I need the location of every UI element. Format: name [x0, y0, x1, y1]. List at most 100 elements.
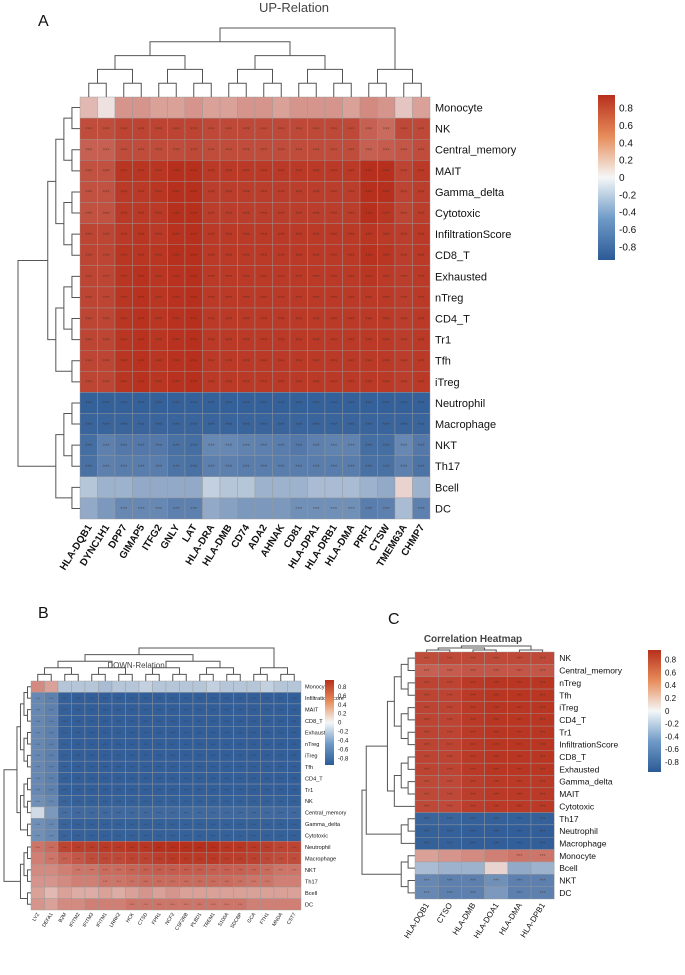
significance-mark: ***	[130, 845, 135, 850]
significance-mark: ***	[251, 845, 256, 850]
significance-mark: ***	[120, 465, 128, 471]
significance-mark: ***	[265, 788, 270, 793]
significance-mark: ***	[211, 776, 216, 781]
significance-mark: ***	[493, 768, 499, 774]
heat-cell	[254, 96, 273, 119]
significance-mark: ***	[157, 707, 162, 712]
significance-mark: ***	[313, 507, 321, 513]
heat-cell	[44, 864, 59, 876]
significance-mark: ***	[516, 743, 522, 749]
heat-cell	[272, 96, 291, 119]
significance-mark: ***	[278, 170, 286, 176]
significance-mark: ***	[89, 799, 94, 804]
panel-a-letter: A	[38, 13, 49, 30]
significance-mark: ***	[424, 805, 430, 811]
significance-mark: ***	[493, 817, 499, 823]
significance-mark: ***	[225, 275, 233, 281]
significance-mark: ***	[292, 799, 297, 804]
significance-mark: ***	[89, 765, 94, 770]
row-label: InfiltrationScore	[305, 696, 344, 702]
significance-mark: ***	[383, 275, 391, 281]
significance-mark: ***	[348, 233, 356, 239]
significance-mark: ***	[120, 212, 128, 218]
significance-mark: ***	[211, 696, 216, 701]
significance-mark: ***	[292, 833, 297, 838]
significance-mark: ***	[225, 191, 233, 197]
significance-mark: ***	[190, 212, 198, 218]
significance-mark: ***	[470, 817, 476, 823]
heat-cell	[57, 886, 72, 899]
heat-cell	[260, 680, 275, 693]
significance-mark: ***	[295, 233, 303, 239]
row-label: Macrophage	[435, 419, 496, 431]
significance-mark: ***	[278, 765, 283, 770]
significance-mark: ***	[470, 743, 476, 749]
heat-cell	[44, 875, 59, 888]
significance-mark: ***	[225, 359, 233, 365]
significance-mark: ***	[330, 423, 338, 429]
significance-mark: ***	[365, 212, 373, 218]
significance-mark: ***	[278, 148, 286, 154]
significance-mark: ***	[516, 731, 522, 737]
significance-mark: ***	[278, 822, 283, 827]
significance-mark: ***	[365, 254, 373, 260]
significance-mark: ***	[208, 359, 216, 365]
significance-mark: ***	[184, 833, 189, 838]
significance-mark: ***	[62, 845, 67, 850]
significance-mark: ***	[173, 359, 181, 365]
significance-mark: ***	[116, 879, 121, 884]
row-label: Bcell	[559, 863, 578, 873]
significance-mark: ***	[120, 402, 128, 408]
row-label: Tr1	[305, 788, 313, 794]
significance-mark: ***	[400, 338, 408, 344]
significance-mark: ***	[418, 381, 426, 387]
significance-mark: ***	[470, 780, 476, 786]
significance-mark: ***	[120, 275, 128, 281]
significance-mark: ***	[211, 730, 216, 735]
significance-mark: ***	[540, 854, 546, 860]
significance-mark: ***	[170, 719, 175, 724]
significance-mark: ***	[493, 693, 499, 699]
significance-mark: ***	[540, 743, 546, 749]
significance-mark: ***	[251, 810, 256, 815]
significance-mark: ***	[278, 127, 286, 133]
significance-mark: ***	[516, 718, 522, 724]
significance-mark: ***	[418, 127, 426, 133]
significance-mark: ***	[103, 696, 108, 701]
significance-mark: ***	[89, 856, 94, 861]
heat-cell	[342, 476, 361, 499]
significance-mark: ***	[418, 170, 426, 176]
heat-cell	[125, 886, 140, 899]
heat-cell	[359, 96, 378, 119]
significance-mark: ***	[243, 381, 251, 387]
significance-mark: ***	[400, 212, 408, 218]
heat-cell	[530, 861, 555, 875]
column-label: PLBD1	[190, 912, 204, 929]
colorbar-tick-label: -0.8	[665, 758, 679, 767]
panel-c-letter: C	[388, 611, 400, 628]
significance-mark: ***	[173, 338, 181, 344]
significance-mark: ***	[62, 730, 67, 735]
row-label: NKT	[435, 440, 457, 452]
significance-mark: ***	[103, 191, 111, 197]
column-dendrogram	[37, 647, 295, 681]
significance-mark: ***	[157, 753, 162, 758]
heat-cell	[84, 898, 99, 911]
significance-mark: ***	[278, 317, 286, 323]
significance-mark: ***	[447, 817, 453, 823]
significance-mark: ***	[265, 707, 270, 712]
significance-mark: ***	[89, 753, 94, 758]
significance-mark: ***	[173, 296, 181, 302]
significance-mark: ***	[143, 868, 148, 873]
significance-mark: ***	[224, 868, 229, 873]
significance-mark: ***	[243, 296, 251, 302]
significance-mark: ***	[103, 254, 111, 260]
significance-mark: ***	[224, 753, 229, 758]
significance-mark: ***	[493, 718, 499, 724]
significance-mark: ***	[35, 696, 40, 701]
significance-mark: ***	[138, 233, 146, 239]
significance-mark: ***	[224, 765, 229, 770]
significance-mark: ***	[424, 743, 430, 749]
significance-mark: ***	[516, 829, 522, 835]
significance-mark: ***	[76, 799, 81, 804]
